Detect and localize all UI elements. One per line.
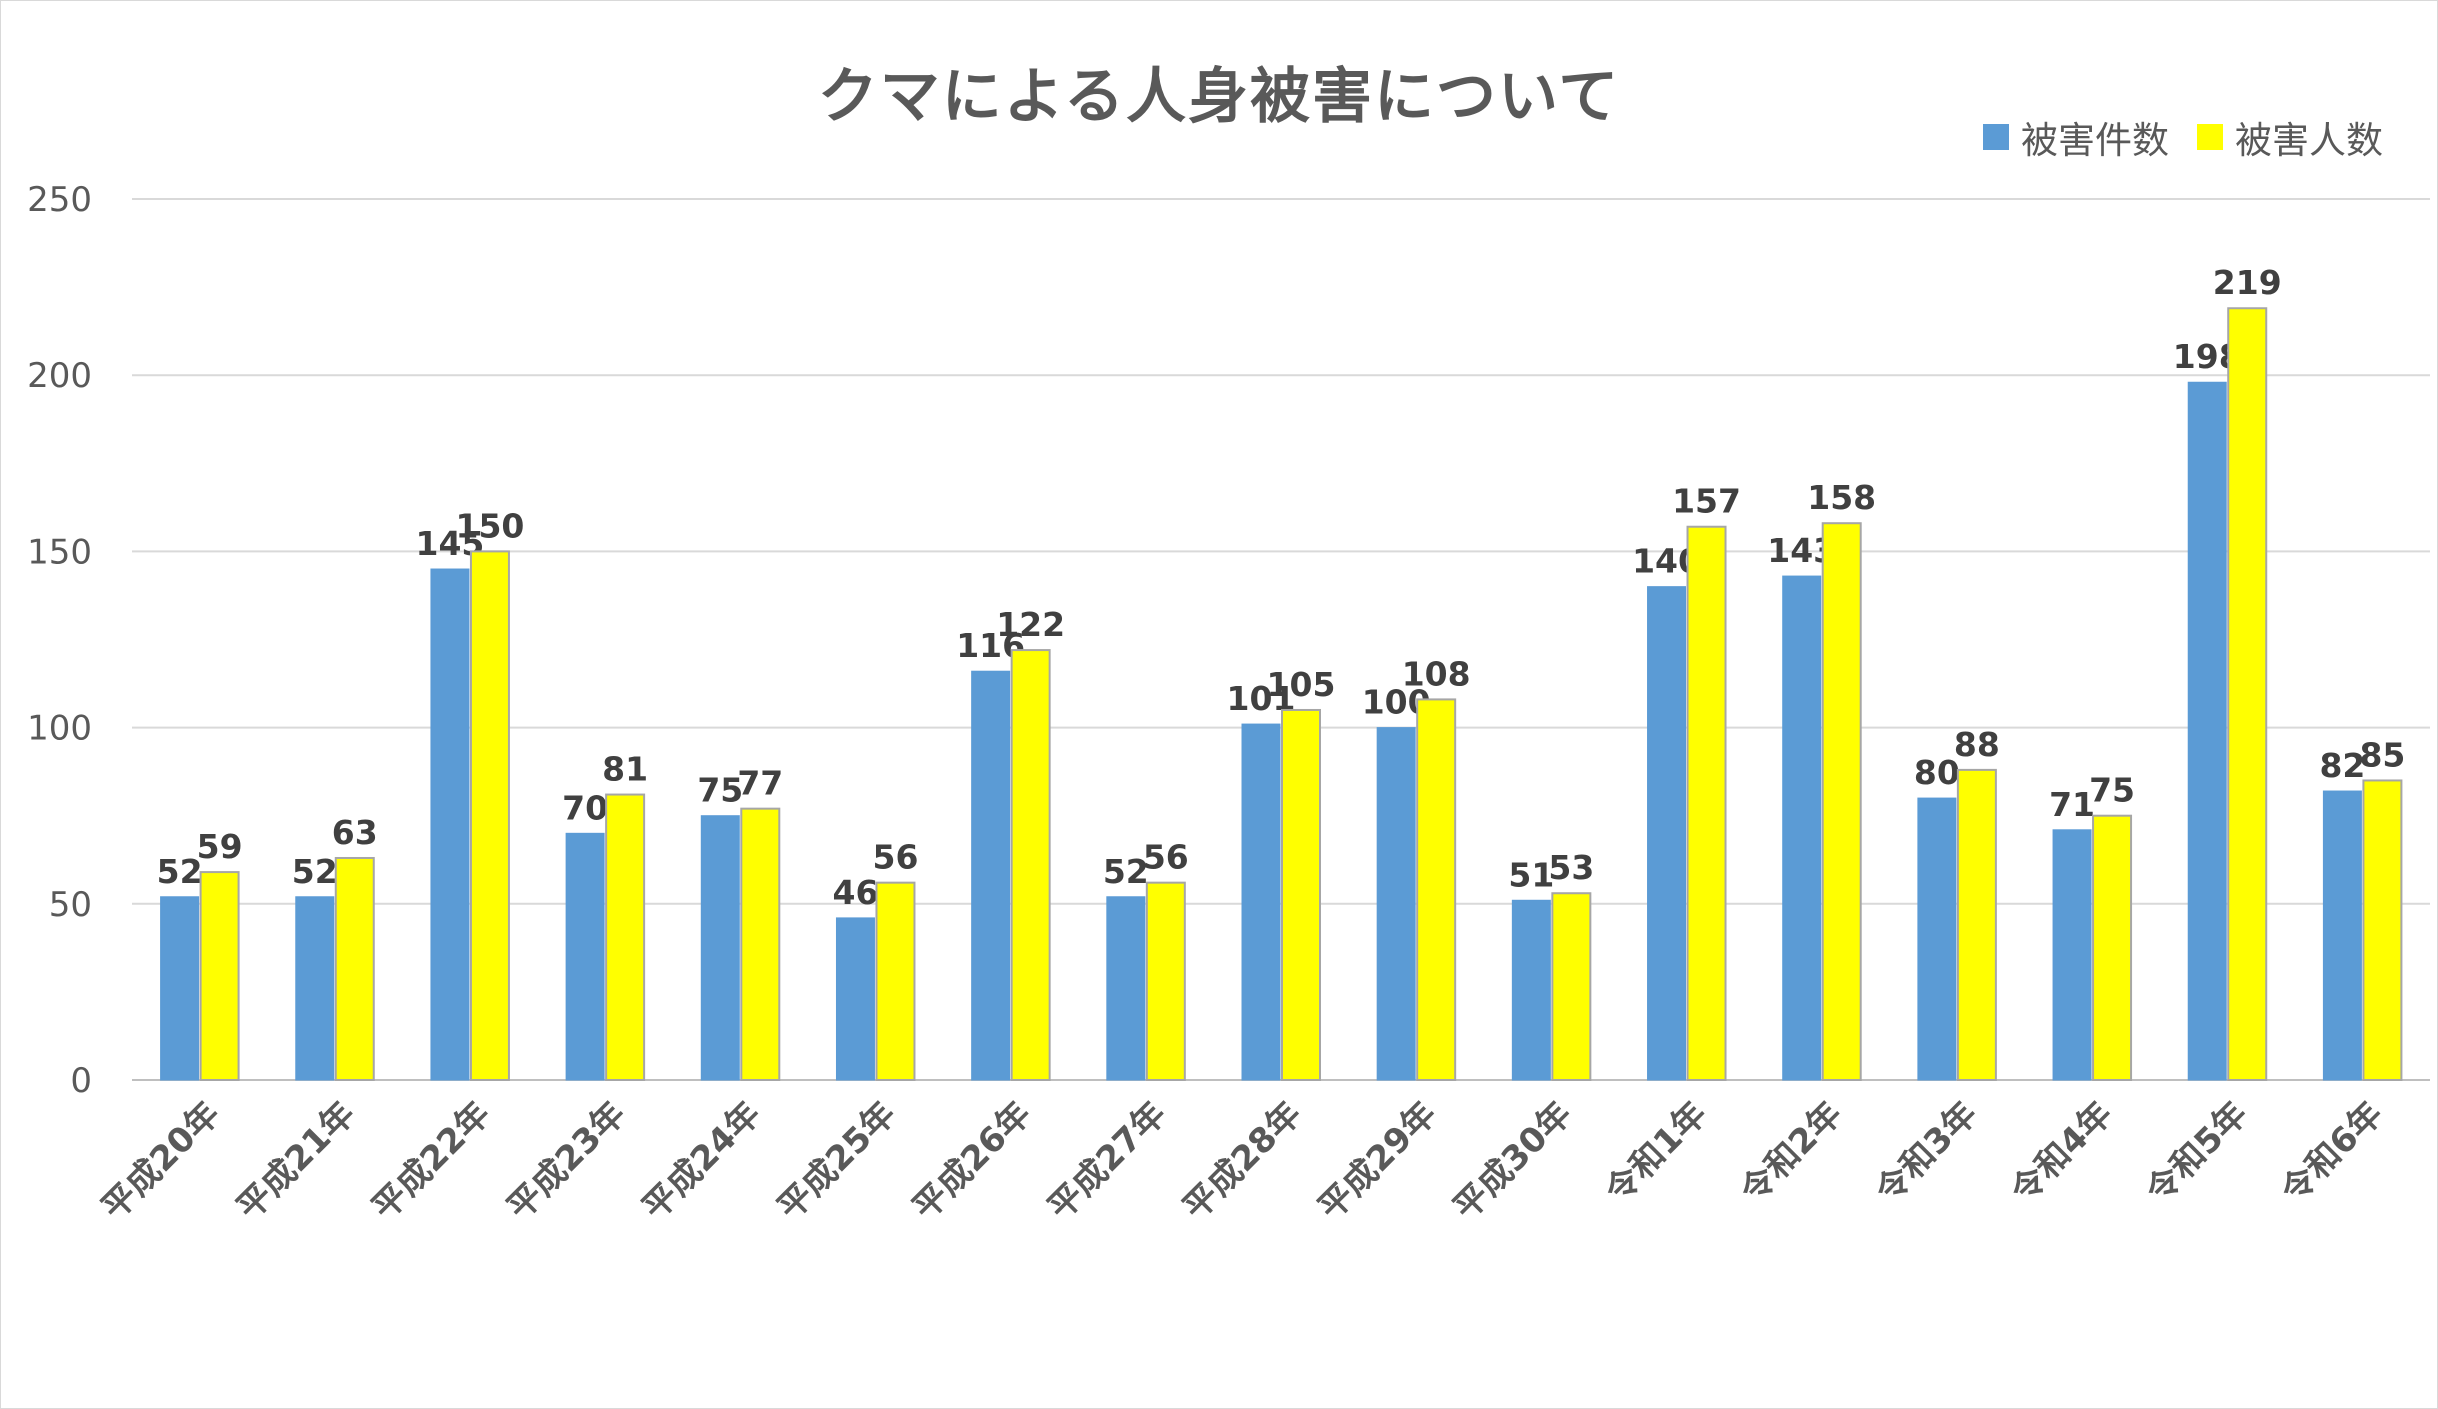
y-tick-label: 150 [27,532,92,572]
data-label: 56 [873,838,919,877]
data-label: 80 [1914,753,1960,792]
bar [1145,881,1186,1081]
x-tick-label: 平成25年 [770,1094,904,1228]
bar [1416,698,1457,1082]
bar [740,807,781,1081]
bar [2187,381,2227,1081]
data-label: 75 [697,771,743,810]
x-tick-label: 平成20年 [94,1094,228,1228]
data-label: 53 [1548,848,1594,887]
x-tick-label: 平成29年 [1311,1094,1445,1228]
bar [1241,723,1281,1081]
legend-item-series-1: 被害件数 [1983,110,2169,164]
data-label: 77 [737,764,783,803]
y-tick-label: 250 [27,180,92,220]
data-label: 56 [1143,838,1189,877]
data-label: 105 [1267,665,1336,704]
x-tick-label: 平成22年 [364,1094,498,1228]
bar [2227,307,2268,1081]
bar [1376,727,1416,1081]
data-label: 85 [2359,735,2405,774]
bar [1956,768,1997,1081]
data-label: 71 [2049,785,2095,824]
bar [565,832,605,1081]
y-tick-label: 0 [70,1061,92,1101]
data-label: 46 [833,873,879,912]
y-tick-label: 100 [27,709,92,749]
data-label: 59 [197,827,243,866]
data-label: 157 [1672,482,1741,521]
bar [199,871,240,1081]
bar [605,793,646,1082]
x-tick-label: 令和4年 [2003,1094,2120,1211]
bar [1010,649,1051,1082]
bar [1782,575,1822,1081]
x-tick-label: 平成26年 [905,1094,1039,1228]
x-tick-label: 平成21年 [229,1094,363,1228]
bar [1917,797,1957,1081]
data-label: 70 [562,788,608,827]
x-tick-label: 平成24年 [635,1094,769,1228]
x-tick-label: 平成30年 [1446,1094,1580,1228]
data-label: 81 [602,750,648,789]
bar [875,881,916,1081]
data-label: 82 [2319,746,2365,785]
bar [1281,708,1321,1081]
bar [1106,896,1146,1081]
bar [1686,525,1727,1081]
data-label: 219 [2213,263,2282,302]
bar [160,896,200,1081]
data-label: 88 [1954,725,2000,764]
bar [1511,899,1551,1081]
data-label: 63 [332,813,378,852]
bar [971,670,1011,1081]
bar [2362,779,2403,1082]
data-label: 108 [1402,654,1471,693]
bar [2092,814,2133,1081]
data-label: 52 [292,852,338,891]
bar [1647,586,1687,1081]
data-label: 75 [2089,771,2135,810]
legend: 被害件数 被害人数 [1983,110,2383,164]
x-tick-label: 平成28年 [1175,1094,1309,1228]
data-label: 150 [455,506,524,545]
bar [295,896,335,1081]
bar [469,550,510,1081]
bar [2052,829,2092,1081]
x-tick-label: 令和6年 [2274,1094,2391,1211]
x-tick-label: 令和5年 [2138,1094,2255,1211]
bar [700,815,740,1081]
data-label: 52 [157,852,203,891]
data-label: 122 [996,605,1065,644]
x-tick-label: 平成27年 [1040,1094,1174,1228]
data-label: 158 [1807,478,1876,517]
legend-item-series-2: 被害人数 [2197,110,2383,164]
bar [334,856,375,1081]
bar [1551,892,1592,1082]
chart-title: クマによる人身被害について [817,62,1621,132]
x-tick-label: 令和2年 [1733,1094,1850,1211]
x-tick-label: 平成23年 [500,1094,634,1228]
data-label: 52 [1103,852,1149,891]
x-tick-label: 令和3年 [1868,1094,1985,1211]
data-label: 51 [1508,855,1554,894]
bar [835,917,875,1081]
y-tick-label: 50 [49,885,92,925]
bar [430,568,470,1081]
bar [2322,790,2362,1081]
legend-swatch-series-1 [1983,124,2009,150]
y-tick-label: 200 [27,356,92,396]
bar [1821,522,1862,1081]
legend-label-series-2: 被害人数 [2235,119,2383,162]
legend-label-series-1: 被害件数 [2021,119,2169,162]
x-tick-label: 令和1年 [1598,1094,1715,1211]
legend-swatch-series-2 [2197,124,2223,150]
